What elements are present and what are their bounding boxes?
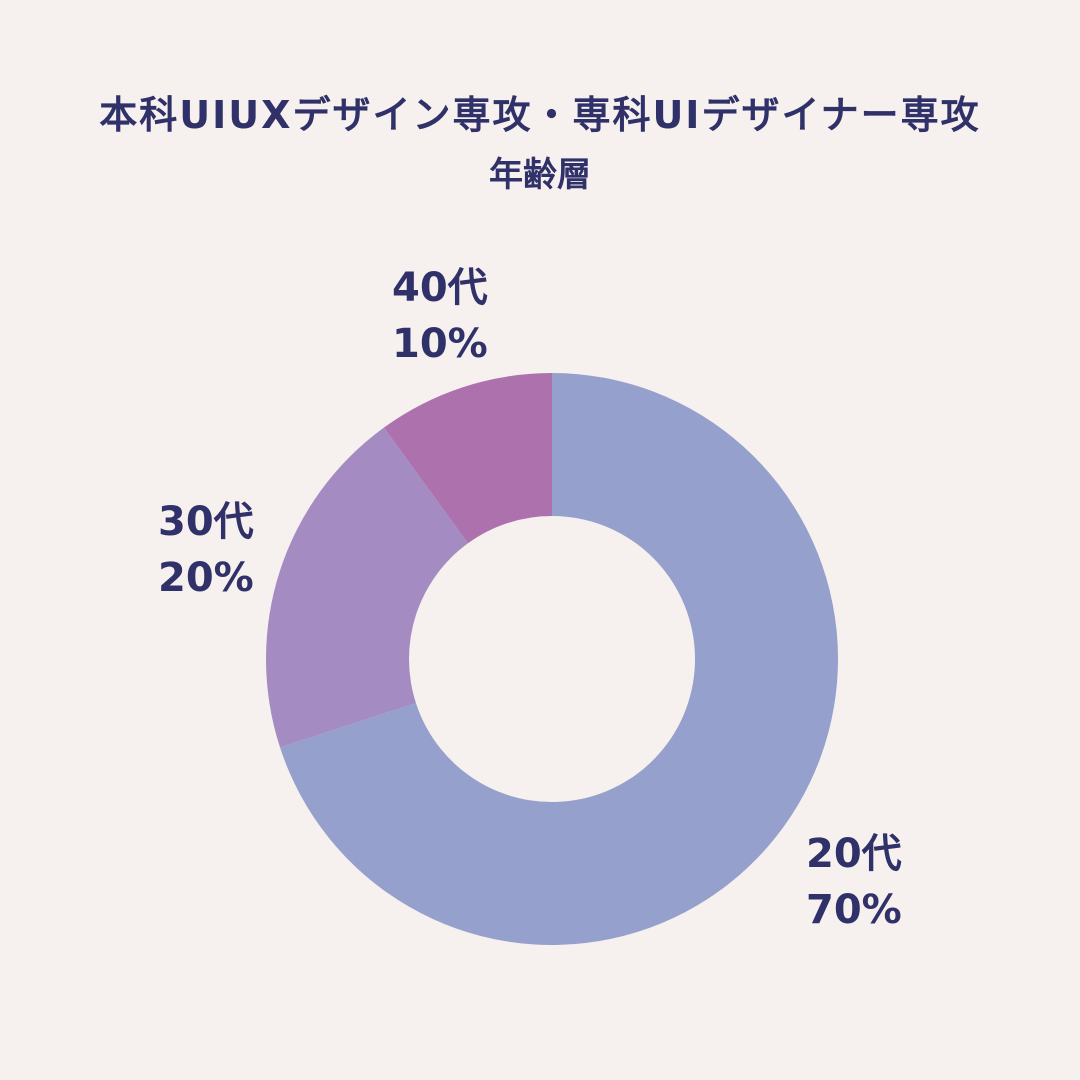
donut-slice-0 xyxy=(279,372,839,945)
slice-percent-label: 20% xyxy=(158,555,254,601)
slice-label-40s: 40代 10% xyxy=(392,260,488,372)
donut-slice-2 xyxy=(383,373,552,544)
slice-category-label: 30代 xyxy=(158,499,254,545)
slice-label-30s: 30代 20% xyxy=(158,494,254,606)
donut-slice-1 xyxy=(266,427,468,748)
chart-title: 本科UIUXデザイン専攻・専科UIデザイナー専攻 xyxy=(99,93,981,137)
slice-category-label: 20代 xyxy=(806,831,902,877)
slice-percent-label: 10% xyxy=(392,321,488,367)
slice-percent-label: 70% xyxy=(806,887,902,933)
slice-label-20s: 20代 70% xyxy=(806,826,902,938)
slice-category-label: 40代 xyxy=(392,265,488,311)
chart-subtitle: 年齢層 xyxy=(489,155,591,195)
